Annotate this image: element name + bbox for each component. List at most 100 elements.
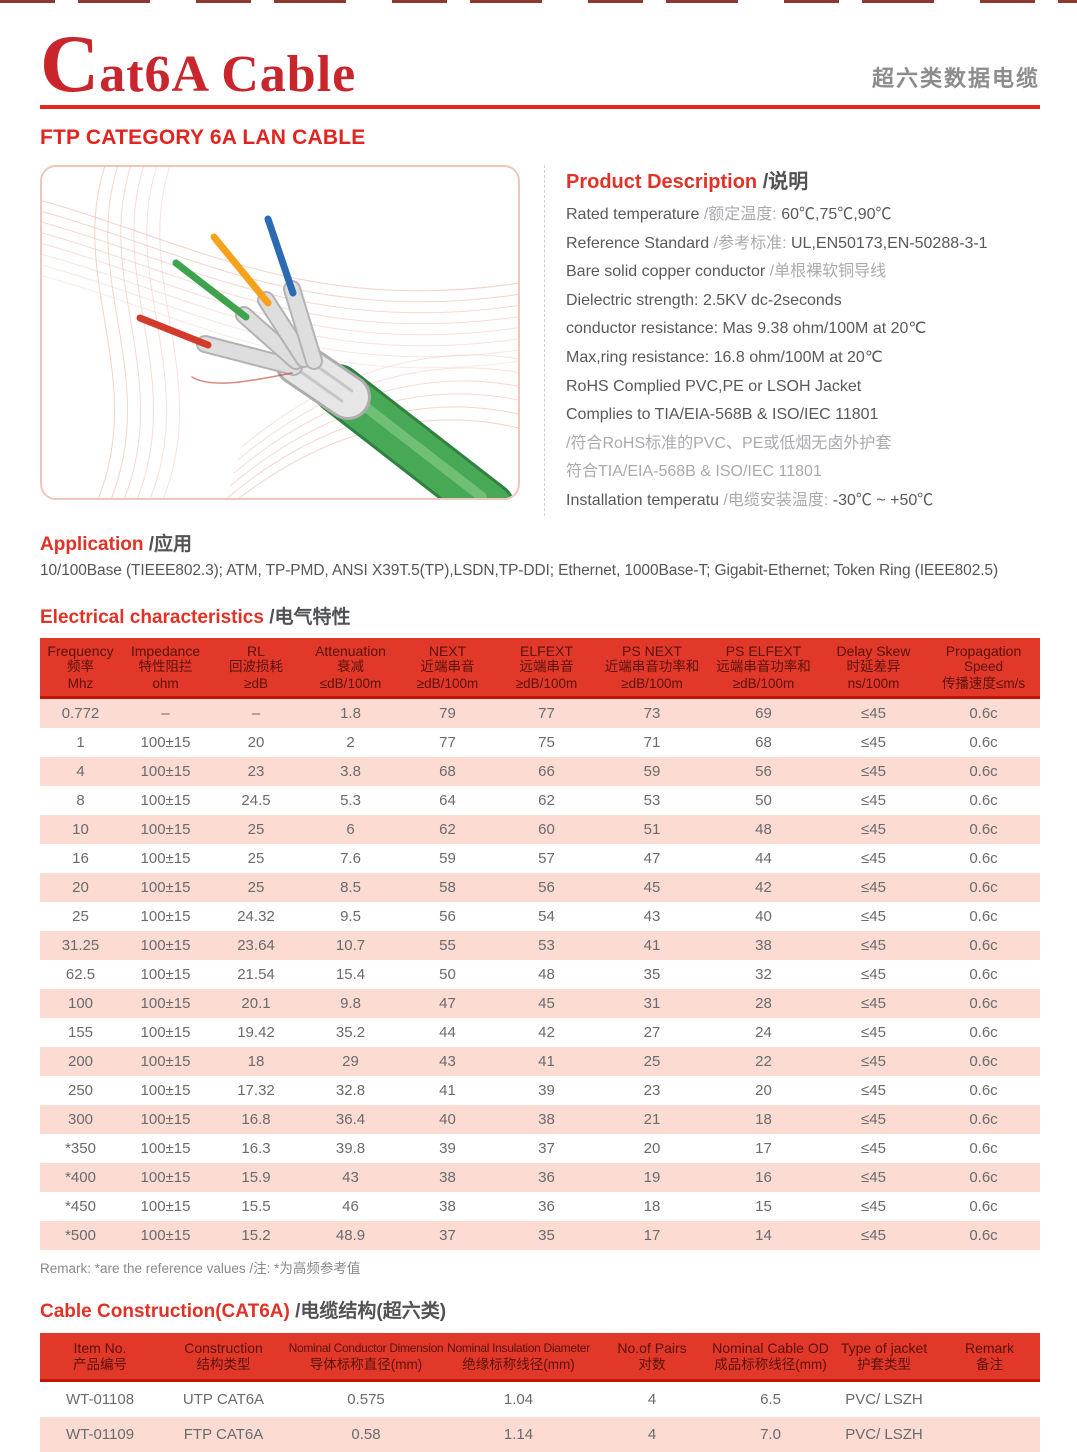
column-header: ELFEXT 远端串音 ≥dB/100m	[496, 637, 597, 700]
product-heading: FTP CATEGORY 6A LAN CABLE	[40, 126, 366, 149]
table-cell: 25	[210, 873, 302, 903]
table-cell: WT-01108	[65, 1391, 135, 1409]
wire-red	[136, 314, 212, 349]
application-text: 10/100Base (TIEEE802.3); ATM, TP-PMD, AN…	[40, 561, 999, 579]
table-cell: 31.25	[40, 931, 121, 961]
table-cell: 100±15	[121, 757, 210, 787]
table-cell: 64	[439, 792, 456, 810]
table-cell: 36.4	[302, 1105, 399, 1135]
column-header-line: ohm	[152, 675, 179, 691]
column-header-line: ≤dB/100m	[319, 675, 382, 691]
table-cell: 25	[597, 1047, 707, 1077]
table-cell: 15.9	[210, 1163, 302, 1193]
table-cell: 17	[597, 1221, 707, 1251]
header-row: Frequency 频率 Mhz Impedance 特性阻拦 ohm RL 回波损耗 ≥dB A…	[40, 637, 1040, 700]
table-cell: 68	[399, 757, 496, 787]
table-cell: 53	[496, 931, 597, 961]
table-cell: 10	[40, 815, 121, 845]
column-header-line: 绝缘标称线径(mm)	[462, 1356, 575, 1372]
table-cell: 100±15	[121, 1047, 210, 1077]
electrical-table-row: *500 100±15 15.2 48.9 37 35 17 14 ≤45 0.6c	[40, 1221, 1040, 1251]
column-header-line: Propagation	[945, 642, 1022, 659]
electrical-table-row: 16 100±15 25 7.6 59 57 47 44 ≤45 0.6c	[40, 844, 1040, 873]
table-cell: 18	[707, 1105, 820, 1135]
table-cell: 77	[496, 697, 597, 729]
table-cell: 39	[439, 1140, 456, 1158]
table-cell: 50	[755, 792, 772, 810]
table-cell: 1.14	[445, 1417, 592, 1452]
table-cell: 250	[67, 1082, 94, 1100]
table-cell: 16	[707, 1163, 820, 1193]
cable-photo-illustration	[42, 167, 518, 498]
page-top-crop-artifact	[0, 0, 1077, 3]
column-header-line: ≥dB/100m	[732, 675, 795, 691]
table-cell: 62.5	[65, 966, 96, 984]
swirl-line	[42, 221, 518, 314]
column-header-line: 结构类型	[196, 1356, 251, 1372]
table-cell: 155	[67, 1024, 94, 1042]
table-cell: 7.0	[712, 1417, 829, 1452]
column-header-line: 衰减	[337, 659, 364, 675]
table-cell: 69	[707, 697, 820, 729]
table-cell: 47	[643, 850, 661, 868]
table-cell: 16.3	[241, 1140, 271, 1158]
column-header-line: Mhz	[67, 675, 94, 691]
table-cell: 28	[707, 989, 820, 1019]
table-cell: 4	[40, 757, 121, 787]
electrical-table-row: *400 100±15 15.9 43 38 36 19 16 ≤45 0.6c	[40, 1163, 1040, 1193]
column-header: Attenuation 衰减 ≤dB/100m	[302, 637, 399, 700]
column-header-line: ≥dB	[244, 675, 268, 691]
table-cell: 100±15	[121, 931, 210, 961]
table-cell: ≤45	[861, 850, 886, 868]
table-cell: 1.8	[302, 697, 399, 729]
table-remark: Remark: *are the reference values /注: *为…	[40, 1261, 361, 1277]
description-title: Product Description /说明	[566, 165, 1040, 194]
table-cell: 25	[210, 815, 302, 845]
swirl-line	[42, 232, 518, 325]
table-cell: 23.64	[210, 931, 302, 961]
swirl-line	[146, 167, 167, 498]
description-line: Installation temperatu /电缆安装温度: -30℃ ~ +…	[566, 487, 1040, 516]
column-header: Remark 备注	[939, 1333, 1040, 1383]
table-cell: 55	[399, 931, 496, 961]
text-segment: conductor resistance: Mas 9.38 ohm/100M …	[566, 320, 927, 338]
table-cell: *450	[65, 1198, 96, 1216]
page-subtitle-zh: 超六类数据电缆	[871, 66, 1040, 91]
table-cell: FTP CAT6A	[160, 1417, 287, 1452]
table-cell: 20	[40, 873, 121, 903]
table-cell: 4	[592, 1417, 712, 1452]
table-cell: 38	[707, 931, 820, 961]
table-cell: ≤45	[820, 1105, 927, 1135]
table-cell: 100±15	[140, 850, 191, 868]
electrical-table-row: 10 100±15 25 6 62 60 51 48 ≤45 0.6c	[40, 815, 1040, 845]
table-cell: 50	[439, 966, 456, 984]
table-cell: 19.42	[237, 1024, 275, 1042]
page-title-initial: C	[40, 17, 100, 109]
table-cell: 24.32	[237, 908, 275, 926]
table-cell: 24	[755, 1024, 772, 1042]
column-header-line: ≥dB/100m	[621, 675, 683, 691]
table-cell: 15.5	[241, 1198, 271, 1216]
page-title: Cat6A Cable	[40, 22, 356, 104]
column-header-line: Speed	[963, 659, 1004, 675]
page-title-rest: at6A Cable	[99, 45, 357, 103]
text-segment: Complies to TIA/EIA-568B & ISO/IEC 11801	[566, 406, 879, 424]
column-header-line: Construction	[184, 1340, 263, 1357]
table-cell: 20	[755, 1082, 772, 1100]
table-cell: 17	[755, 1140, 772, 1158]
column-header-line: 特性阻拦	[138, 659, 193, 675]
table-cell: 59	[439, 850, 456, 868]
table-cell: 6	[302, 815, 399, 845]
product-photo	[40, 165, 520, 500]
table-cell: 7.6	[340, 850, 361, 868]
description-line: Rated temperature /额定温度: 60℃,75℃,90℃	[566, 201, 1040, 230]
text-segment: Max,ring resistance: 16.8 ohm/100M at 20…	[566, 348, 883, 366]
table-cell: ≤45	[820, 1047, 927, 1077]
table-cell: 43	[302, 1163, 399, 1193]
application-title: Application /应用	[40, 529, 1040, 556]
column-header-line: Delay Skew	[836, 642, 911, 659]
swirl-line	[233, 380, 518, 474]
table-cell: 79	[399, 697, 496, 729]
column-header-line: PS NEXT	[622, 642, 682, 659]
table-cell: 0.6c	[927, 931, 1040, 961]
